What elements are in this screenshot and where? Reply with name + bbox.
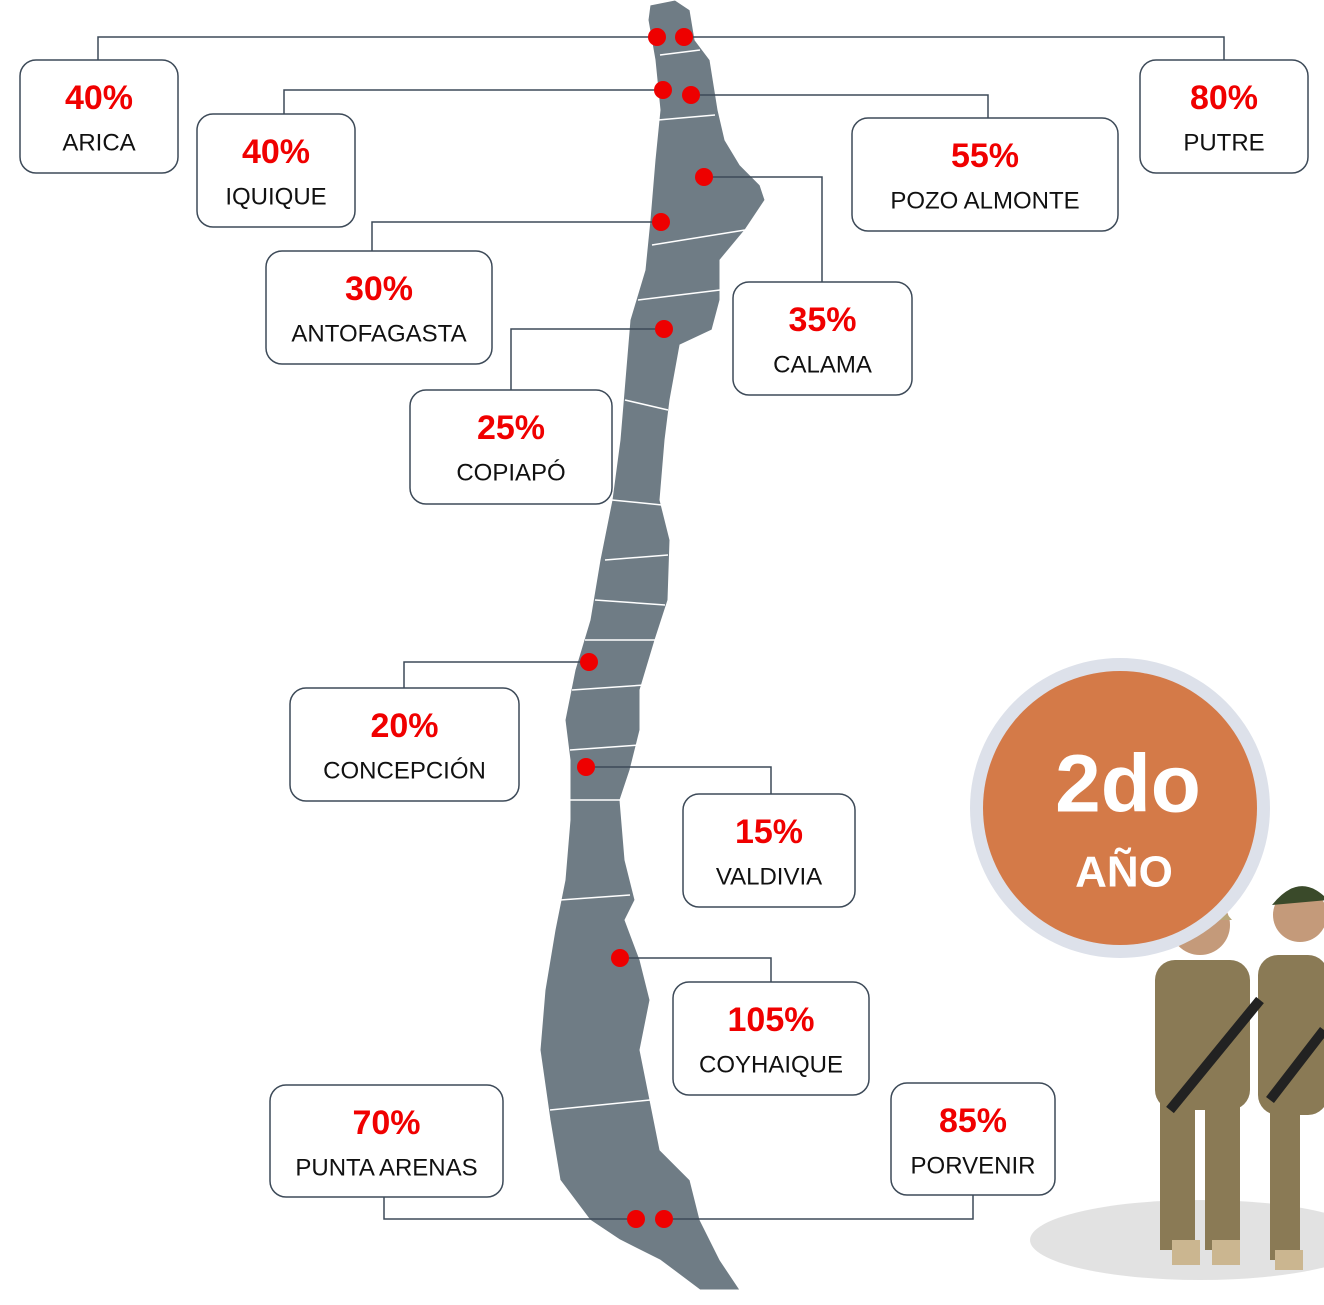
city-name: COPIAPÓ [456, 459, 565, 486]
percentage: 20% [370, 707, 438, 745]
location-dot [611, 949, 629, 967]
city-name: PUNTA ARENAS [295, 1154, 477, 1181]
percentage: 70% [352, 1104, 420, 1142]
percentage: 40% [65, 79, 133, 117]
percentage: 30% [345, 270, 413, 308]
location-dot [577, 758, 595, 776]
city-name: PUTRE [1183, 129, 1264, 156]
location-dot [652, 213, 670, 231]
location-dot [695, 168, 713, 186]
percentage: 85% [939, 1102, 1007, 1140]
percentage: 15% [735, 813, 803, 851]
city-name: COYHAIQUE [699, 1051, 843, 1078]
year-badge: 2do AÑO [970, 658, 1270, 958]
city-name: PORVENIR [911, 1152, 1036, 1179]
connector [372, 222, 661, 251]
location-dot [655, 320, 673, 338]
percentage: 55% [951, 137, 1019, 175]
callout-box [410, 390, 612, 504]
location-dot [675, 28, 693, 46]
percentage: 40% [242, 133, 310, 171]
connector [691, 95, 988, 118]
city-name: POZO ALMONTE [890, 187, 1079, 214]
badge-subtitle: AÑO [1075, 847, 1173, 897]
infographic: 40% ARICA 80% PUTRE 40% IQUIQUE 55% POZO ALMONT… [0, 0, 1324, 1305]
connector [664, 1195, 973, 1219]
chile-map [540, 0, 765, 1290]
city-name: ANTOFAGASTA [291, 320, 466, 347]
city-name: ARICA [62, 129, 135, 156]
connector [98, 37, 657, 60]
connector [684, 37, 1224, 60]
city-name: CALAMA [773, 351, 872, 378]
location-dot [580, 653, 598, 671]
percentage: 105% [728, 1001, 815, 1039]
percentage: 25% [477, 409, 545, 447]
location-dot [682, 86, 700, 104]
city-name: CONCEPCIÓN [323, 757, 486, 784]
connector [404, 662, 589, 688]
percentage: 35% [788, 301, 856, 339]
city-name: IQUIQUE [225, 183, 326, 210]
location-dot [648, 28, 666, 46]
percentage: 80% [1190, 79, 1258, 117]
city-name: VALDIVIA [716, 863, 822, 890]
location-dot [655, 1210, 673, 1228]
location-dot [654, 81, 672, 99]
location-dot [627, 1210, 645, 1228]
badge-title: 2do [1055, 739, 1201, 830]
connector [284, 90, 663, 114]
